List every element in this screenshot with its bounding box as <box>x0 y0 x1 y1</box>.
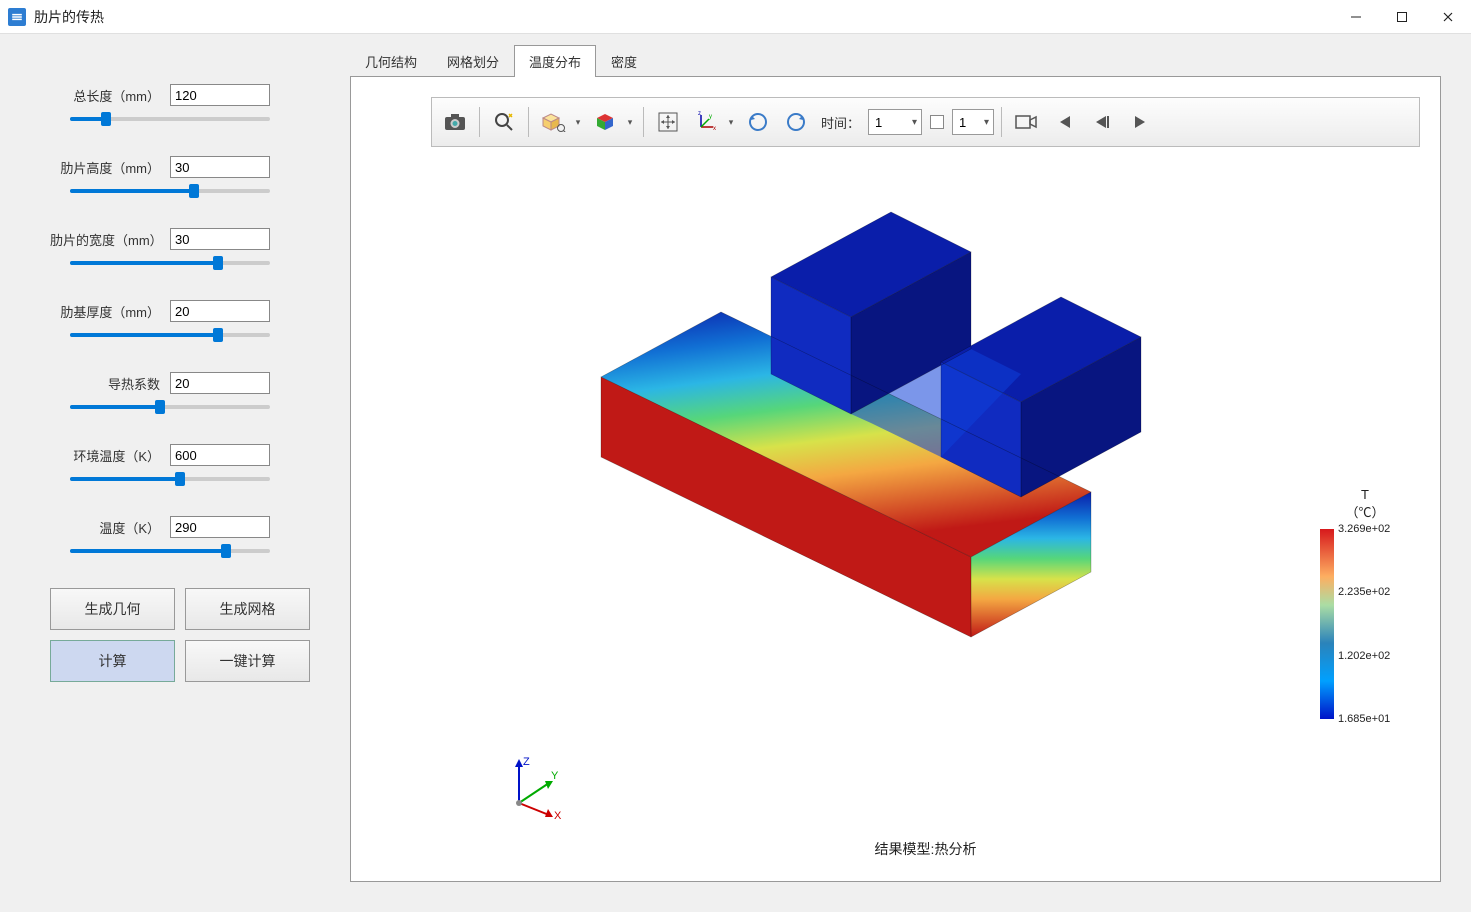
param-input-3[interactable] <box>170 300 270 322</box>
legend-unit: （℃） <box>1320 502 1410 521</box>
param-label: 导热系数 <box>50 374 160 393</box>
fit-view-icon[interactable] <box>651 105 685 139</box>
time-dropdown[interactable]: 1 <box>868 109 922 135</box>
orientation-triad: Z Y X <box>501 751 571 821</box>
parameter-panel: 总长度（mm） 肋片高度（mm） 肋片的宽度（mm） <box>0 34 340 912</box>
rotate-cw-icon[interactable] <box>779 105 813 139</box>
param-slider-3[interactable] <box>70 328 310 342</box>
param-slider-6[interactable] <box>70 544 310 558</box>
svg-text:Z: Z <box>523 756 530 768</box>
param-label: 肋片高度（mm） <box>50 158 160 177</box>
param-slider-4[interactable] <box>70 400 310 414</box>
prev-frame-icon[interactable] <box>1085 105 1119 139</box>
first-frame-icon[interactable] <box>1047 105 1081 139</box>
color-cube-icon[interactable] <box>588 105 622 139</box>
maximize-button[interactable] <box>1379 0 1425 34</box>
tab-3[interactable]: 密度 <box>596 45 652 77</box>
view-box-dropdown[interactable]: ▾ <box>572 117 584 128</box>
rotate-ccw-icon[interactable] <box>741 105 775 139</box>
param-input-1[interactable] <box>170 156 270 178</box>
param-input-4[interactable] <box>170 372 270 394</box>
param-label: 肋基厚度（mm） <box>50 302 160 321</box>
zoom-icon[interactable] <box>487 105 521 139</box>
svg-text:Y: Y <box>551 770 559 782</box>
3d-viewport[interactable]: Z Y X T （℃） 3.26 <box>431 147 1420 871</box>
result-caption: 结果模型:热分析 <box>875 839 977 859</box>
time-checkbox[interactable] <box>930 115 944 129</box>
param-input-0[interactable] <box>170 84 270 106</box>
axes-dropdown[interactable]: ▾ <box>725 117 737 128</box>
result-view-frame: ▾ ▾ z xy ▾ 时间： 1 1 <box>350 77 1441 882</box>
param-slider-2[interactable] <box>70 256 310 270</box>
tab-0[interactable]: 几何结构 <box>350 45 432 77</box>
titlebar: 肋片的传热 <box>0 0 1471 34</box>
legend-title: T <box>1320 487 1410 502</box>
result-tabs: 几何结构网格划分温度分布密度 <box>350 44 1441 77</box>
param-label: 总长度（mm） <box>50 86 160 105</box>
time-label: 时间： <box>821 113 860 132</box>
param-slider-5[interactable] <box>70 472 310 486</box>
param-label: 环境温度（K） <box>50 446 160 465</box>
svg-text:x: x <box>713 126 716 132</box>
param-label: 温度（K） <box>50 518 160 537</box>
close-button[interactable] <box>1425 0 1471 34</box>
frame-dropdown[interactable]: 1 <box>952 109 994 135</box>
svg-text:y: y <box>709 114 712 120</box>
one-click-compute-button[interactable]: 一键计算 <box>185 640 310 682</box>
camera-icon[interactable] <box>1009 105 1043 139</box>
view-box-icon[interactable] <box>536 105 570 139</box>
param-slider-0[interactable] <box>70 112 310 126</box>
axes-icon[interactable]: z xy <box>689 105 723 139</box>
color-cube-dropdown[interactable]: ▾ <box>624 117 636 128</box>
legend-tick: 1.202e+02 <box>1338 650 1390 662</box>
generate-mesh-button[interactable]: 生成网格 <box>185 588 310 630</box>
compute-button[interactable]: 计算 <box>50 640 175 682</box>
app-icon <box>8 8 26 26</box>
next-frame-icon[interactable] <box>1123 105 1157 139</box>
minimize-button[interactable] <box>1333 0 1379 34</box>
color-legend: T （℃） 3.269e+022.235e+021.202e+021.685e+… <box>1320 487 1410 719</box>
tab-1[interactable]: 网格划分 <box>432 45 514 77</box>
svg-text:z: z <box>698 111 701 117</box>
legend-tick: 3.269e+02 <box>1338 523 1390 535</box>
tab-2[interactable]: 温度分布 <box>514 45 596 77</box>
svg-text:X: X <box>554 810 562 821</box>
param-input-5[interactable] <box>170 444 270 466</box>
param-slider-1[interactable] <box>70 184 310 198</box>
view-toolbar: ▾ ▾ z xy ▾ 时间： 1 1 <box>431 97 1420 147</box>
window-title: 肋片的传热 <box>34 7 104 27</box>
param-label: 肋片的宽度（mm） <box>50 230 160 249</box>
param-input-2[interactable] <box>170 228 270 250</box>
legend-tick: 2.235e+02 <box>1338 586 1390 598</box>
generate-geometry-button[interactable]: 生成几何 <box>50 588 175 630</box>
legend-colorbar <box>1320 529 1334 719</box>
legend-tick: 1.685e+01 <box>1338 713 1390 725</box>
param-input-6[interactable] <box>170 516 270 538</box>
snapshot-icon[interactable] <box>438 105 472 139</box>
